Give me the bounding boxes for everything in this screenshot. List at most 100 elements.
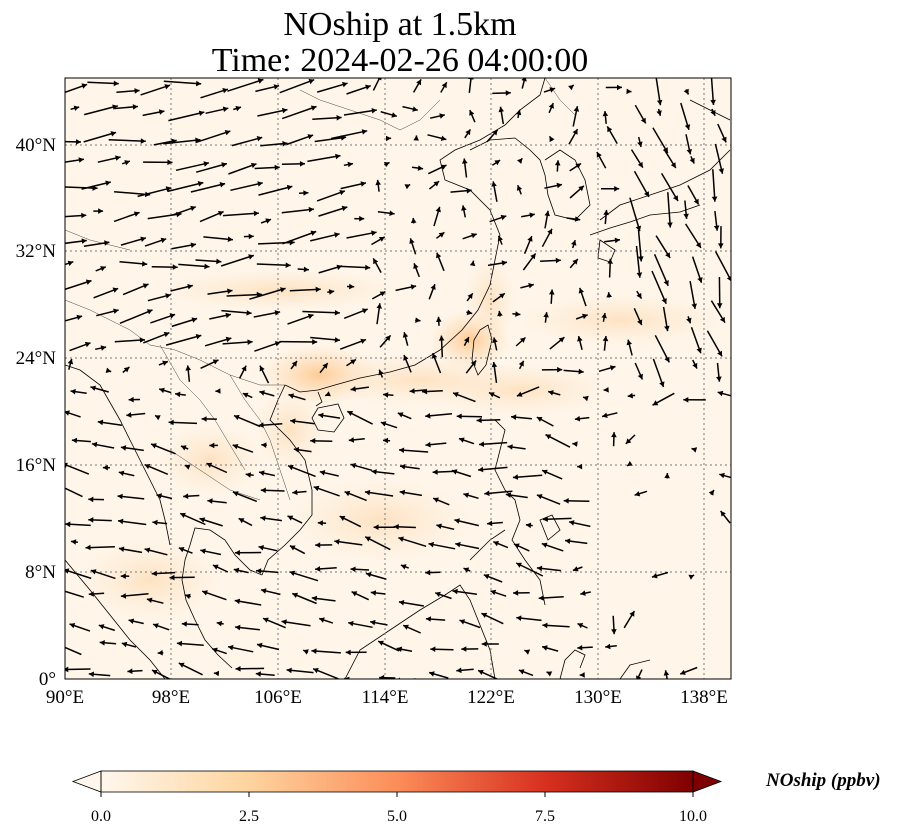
wind-arrow: [175, 162, 210, 172]
wind-arrow-head: [348, 437, 355, 443]
wind-arrow-head: [436, 252, 442, 259]
wind-arrow-head: [134, 88, 140, 94]
map-frame: [64, 77, 732, 680]
wind-arrow-head: [344, 490, 351, 497]
wind-arrow-head: [378, 236, 385, 242]
wind-arrow-head: [224, 130, 231, 136]
wind-arrow-head: [409, 238, 415, 244]
wind-arrow-head: [365, 572, 372, 578]
wind-arrow-head: [184, 464, 191, 470]
wind-arrow-head: [543, 312, 549, 318]
wind-arrow-head: [128, 396, 134, 403]
wind-arrow-head: [97, 419, 104, 426]
wind-arrow-head: [397, 412, 404, 418]
wind-arrow-head: [718, 243, 724, 249]
wind-arrow-head: [313, 668, 319, 674]
wind-arrow-head: [415, 317, 421, 323]
wind-arrow-head: [180, 512, 186, 518]
wind-arrow-head: [456, 667, 462, 674]
wind-arrow-head: [292, 489, 298, 496]
wind-arrow-head: [710, 99, 716, 105]
wind-arrow-head: [371, 230, 377, 236]
wind-arrow-head: [88, 591, 94, 597]
wind-arrow-head: [461, 205, 467, 211]
wind-arrow-head: [248, 233, 254, 240]
wind-arrow-head: [462, 158, 468, 164]
wind-arrow-head: [479, 441, 485, 447]
wind-arrow-head: [280, 287, 286, 293]
wind-arrow-head: [190, 205, 196, 212]
wind-arrow-head: [505, 90, 511, 96]
wind-arrow-head: [151, 443, 157, 449]
wind-arrow-head: [152, 669, 158, 675]
wind-arrow-head: [287, 515, 294, 521]
wind-arrow-head: [349, 283, 355, 290]
wind-arrow-head: [505, 492, 512, 498]
wind-arrow-head: [451, 469, 458, 475]
wind-arrow-head: [370, 619, 376, 626]
wind-arrow-head: [386, 135, 392, 142]
wind-arrow-head: [104, 240, 110, 246]
wind-arrow-head: [476, 417, 482, 424]
wind-arrow-head: [315, 542, 321, 548]
wind-arrow: [636, 669, 643, 679]
wind-arrow-head: [721, 136, 727, 143]
wind-arrow-head: [471, 233, 477, 239]
wind-arrow-head: [344, 676, 350, 679]
x-tick-label: 122°E: [467, 687, 515, 708]
wind-arrow-head: [636, 292, 642, 299]
y-axis-ticks: 0° 8°N 16°N 24°N 32°N 40°N: [16, 135, 57, 690]
wind-arrow-head: [490, 589, 497, 596]
wind-arrow-head: [126, 412, 132, 418]
wind-arrow-head: [433, 497, 439, 503]
wind-arrow-head: [204, 263, 210, 270]
wind-arrow-head: [178, 662, 185, 668]
wind-arrow-head: [528, 283, 534, 289]
wind-arrow: [714, 143, 724, 174]
wind-arrow-head: [217, 211, 224, 217]
wind-arrow-head: [195, 334, 202, 340]
wind-arrow-head: [517, 158, 523, 164]
wind-arrow-head: [308, 206, 314, 213]
wind-arrow-head: [603, 209, 609, 216]
wind-arrow-head: [57, 484, 63, 489]
wind-arrow-head: [530, 253, 536, 260]
wind-arrow-head: [225, 336, 232, 343]
wind-arrow-head: [572, 259, 578, 265]
wind-arrow-head: [245, 472, 251, 478]
wind-arrow-head: [435, 206, 441, 213]
wind-arrow-head: [232, 491, 239, 497]
wind-arrow-head: [290, 418, 296, 424]
wind-arrow-head: [617, 84, 622, 91]
wind-arrow-head: [201, 416, 207, 422]
wind-arrow-head: [493, 541, 499, 547]
wind-arrow-head: [164, 84, 170, 90]
wind-arrow: [65, 186, 98, 190]
wind-arrow-head: [88, 496, 94, 503]
wind-arrow-head: [379, 291, 386, 297]
wind-arrow: [331, 130, 368, 140]
wind-arrow-head: [455, 541, 461, 548]
title-line-1: NOship at 1.5km: [283, 6, 517, 43]
wind-arrow-head: [435, 591, 441, 598]
wind-arrow: [654, 334, 670, 363]
wind-arrow-head: [181, 621, 187, 627]
wind-arrow-head: [497, 310, 503, 317]
wind-arrow-head: [315, 286, 321, 293]
wind-arrow: [660, 173, 679, 202]
wind-arrow-head: [350, 566, 356, 573]
wind-arrow-head: [322, 363, 328, 369]
wind-arrow-head: [429, 671, 435, 677]
wind-arrow-head: [197, 181, 204, 187]
wind-arrow-head: [257, 181, 263, 187]
wind-arrow-head: [257, 642, 263, 649]
wind-arrow: [651, 270, 667, 305]
wind-arrow-head: [233, 567, 240, 574]
x-tick-label: 114°E: [362, 687, 409, 708]
wind-arrow: [289, 288, 321, 292]
wind-arrow-head: [365, 264, 371, 271]
wind-arrow-head: [693, 198, 699, 205]
wind-arrow-head: [140, 236, 146, 242]
wind-arrow-head: [250, 162, 257, 169]
wind-arrow-head: [142, 261, 148, 267]
